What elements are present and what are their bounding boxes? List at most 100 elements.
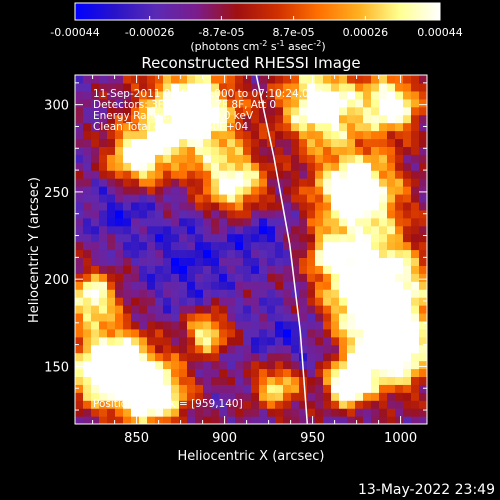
heatmap-cell: [187, 233, 196, 243]
heatmap-cell: [347, 193, 356, 203]
heatmap-cell: [283, 122, 292, 132]
heatmap-cell: [419, 225, 427, 235]
heatmap-cell: [211, 344, 220, 354]
heatmap-cell: [91, 265, 100, 274]
heatmap-cell: [115, 328, 124, 338]
heatmap-cell: [387, 90, 396, 100]
heatmap-cell: [99, 130, 108, 140]
heatmap-cell: [315, 209, 324, 219]
heatmap-cell: [291, 241, 300, 251]
heatmap-cell: [315, 408, 324, 417]
heatmap-cell: [331, 328, 340, 338]
heatmap-cell: [339, 114, 348, 124]
heatmap-cell: [123, 90, 132, 100]
heatmap-cell: [107, 201, 116, 211]
heatmap-cell: [115, 368, 124, 378]
heatmap-cell: [283, 170, 292, 179]
heatmap-cell: [299, 201, 308, 211]
heatmap-cell: [347, 289, 356, 298]
heatmap-cell: [123, 384, 132, 393]
heatmap-cell: [155, 193, 164, 203]
heatmap-cell: [227, 265, 236, 274]
heatmap-cell: [219, 217, 228, 227]
heatmap-cell: [131, 106, 140, 116]
heatmap-cell: [331, 336, 340, 346]
heatmap-cell: [227, 241, 236, 251]
heatmap-cell: [131, 225, 140, 235]
heatmap-cell: [203, 273, 212, 282]
heatmap-cell: [347, 249, 356, 259]
heatmap-cell: [107, 178, 116, 187]
heatmap-cell: [83, 352, 92, 362]
heatmap-cell: [307, 130, 316, 140]
heatmap-cell: [235, 249, 244, 259]
heatmap-cell: [323, 281, 332, 290]
heatmap-cell: [171, 289, 180, 298]
heatmap-cell: [147, 344, 156, 354]
heatmap-cell: [171, 146, 180, 155]
heatmap-cell: [155, 225, 164, 235]
heatmap-cell: [387, 368, 396, 378]
heatmap-cell: [347, 122, 356, 132]
heatmap-cell: [259, 352, 268, 362]
heatmap-cell: [275, 312, 284, 322]
heatmap-cell: [395, 209, 404, 219]
heatmap-cell: [363, 82, 372, 92]
heatmap-cell: [299, 122, 308, 132]
heatmap-cell: [307, 265, 316, 274]
heatmap-cell: [307, 138, 316, 147]
heatmap-cell: [339, 297, 348, 306]
heatmap-cell: [411, 312, 420, 322]
heatmap-cell: [147, 122, 156, 132]
heatmap-cell: [91, 249, 100, 259]
heatmap-cell: [259, 233, 268, 243]
heatmap-cell: [315, 146, 324, 155]
heatmap-cell: [395, 201, 404, 211]
heatmap-cell: [403, 328, 412, 338]
heatmap-cell: [163, 344, 172, 354]
heatmap-cell: [299, 114, 308, 124]
heatmap-cell: [235, 352, 244, 362]
heatmap-cell: [147, 225, 156, 235]
heatmap-cell: [323, 75, 332, 84]
heatmap-cell: [363, 312, 372, 322]
heatmap-cell: [307, 75, 316, 84]
heatmap-cell: [371, 305, 380, 314]
heatmap-cell: [363, 289, 372, 298]
peak-position-label: Position of Peak = [959,140]: [93, 398, 243, 410]
heatmap-cell: [259, 320, 268, 330]
heatmap-cell: [339, 416, 348, 424]
heatmap-cell: [299, 265, 308, 274]
heatmap-cell: [243, 154, 252, 163]
heatmap-cell: [419, 201, 427, 211]
heatmap-cell: [131, 82, 140, 92]
heatmap-cell: [139, 312, 148, 322]
heatmap-cell: [139, 360, 148, 370]
heatmap-cell: [107, 225, 116, 235]
heatmap-cell: [219, 320, 228, 330]
heatmap-cell: [179, 289, 188, 298]
heatmap-cell: [139, 193, 148, 203]
heatmap-cell: [291, 376, 300, 385]
heatmap-cell: [235, 281, 244, 290]
heatmap-cell: [347, 90, 356, 100]
heatmap-cell: [379, 162, 388, 171]
heatmap-cell: [419, 170, 427, 179]
heatmap-cell: [243, 384, 252, 393]
heatmap-cell: [339, 281, 348, 290]
solar-limb-line: [255, 75, 309, 424]
heatmap-cell: [275, 241, 284, 251]
heatmap-cell: [315, 138, 324, 147]
heatmap-cell: [419, 154, 427, 163]
heatmap-cell: [347, 106, 356, 116]
heatmap-cell: [379, 320, 388, 330]
heatmap-cell: [395, 241, 404, 251]
heatmap-cell: [83, 233, 92, 243]
heatmap-cell: [99, 257, 108, 266]
heatmap-cell: [187, 400, 196, 409]
heatmap-cell: [203, 162, 212, 171]
heatmap-cell: [371, 98, 380, 108]
heatmap-cell: [347, 209, 356, 219]
heatmap-cell: [139, 289, 148, 298]
heatmap-cell: [283, 408, 292, 417]
